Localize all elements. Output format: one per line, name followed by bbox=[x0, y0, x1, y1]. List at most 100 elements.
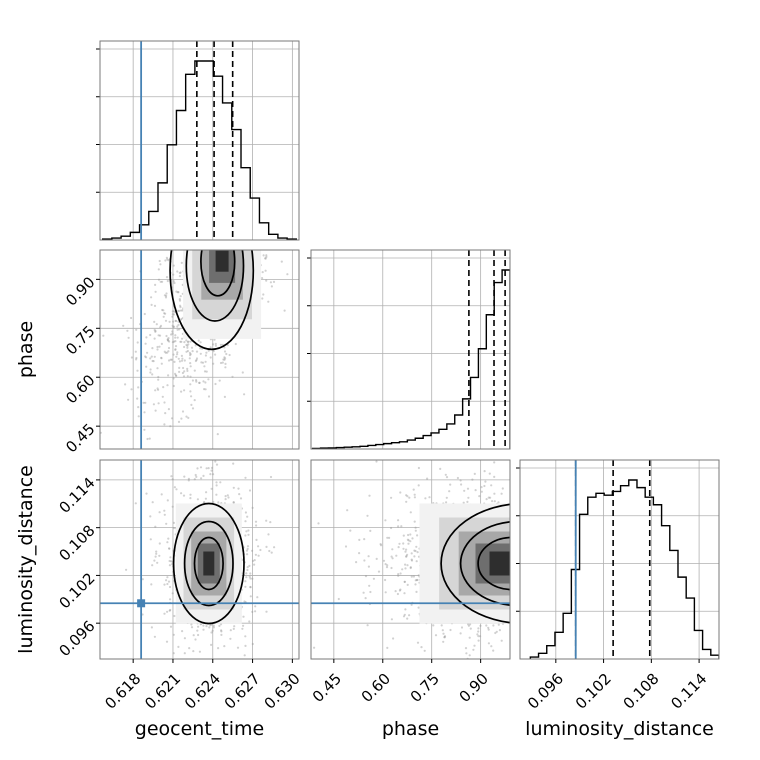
sample-point bbox=[186, 346, 189, 349]
sample-point bbox=[178, 328, 181, 331]
sample-point bbox=[163, 312, 166, 315]
sample-point bbox=[218, 624, 221, 628]
sample-point bbox=[164, 319, 168, 322]
sample-point bbox=[195, 475, 198, 478]
sample-point bbox=[185, 350, 188, 353]
sample-point bbox=[464, 647, 468, 650]
sample-point bbox=[268, 549, 271, 553]
sample-point bbox=[415, 578, 418, 582]
sample-point bbox=[158, 554, 161, 557]
sample-point bbox=[166, 582, 169, 586]
sample-point bbox=[209, 346, 212, 349]
sample-point bbox=[165, 579, 168, 582]
sample-point bbox=[205, 625, 208, 628]
sample-point bbox=[170, 560, 173, 563]
sample-point bbox=[189, 362, 192, 365]
sample-point bbox=[149, 515, 152, 518]
sample-point bbox=[154, 389, 157, 392]
sample-point bbox=[414, 529, 417, 532]
sample-point bbox=[344, 545, 348, 548]
sample-point bbox=[249, 572, 252, 575]
sample-point bbox=[257, 545, 260, 548]
sample-point bbox=[261, 297, 264, 300]
sample-point bbox=[405, 548, 408, 551]
sample-point bbox=[165, 640, 169, 643]
sample-point bbox=[160, 356, 163, 359]
sample-point bbox=[269, 475, 273, 479]
sample-point bbox=[386, 646, 389, 650]
sample-point bbox=[170, 333, 173, 336]
sample-point bbox=[157, 375, 160, 379]
sample-point bbox=[248, 620, 251, 623]
sample-point bbox=[182, 375, 186, 378]
sample-point bbox=[163, 401, 166, 404]
sample-point bbox=[247, 529, 250, 532]
sample-point bbox=[478, 495, 481, 498]
sample-point bbox=[203, 388, 206, 391]
sample-point bbox=[317, 522, 320, 525]
sample-point bbox=[232, 501, 235, 504]
sample-point bbox=[493, 475, 496, 478]
sample-point bbox=[313, 646, 316, 649]
sample-point bbox=[151, 501, 154, 504]
sample-point bbox=[468, 636, 471, 639]
sample-point bbox=[204, 381, 207, 384]
sample-point bbox=[160, 357, 163, 360]
sample-point bbox=[166, 384, 169, 387]
sample-point bbox=[154, 330, 157, 333]
sample-point bbox=[412, 488, 415, 491]
sample-point bbox=[466, 487, 470, 490]
x-tick-label: 0.618 bbox=[101, 670, 144, 713]
sample-point bbox=[214, 353, 217, 356]
sample-point bbox=[364, 597, 367, 600]
sample-point bbox=[153, 355, 156, 358]
sample-point bbox=[254, 553, 257, 556]
sample-point bbox=[161, 308, 164, 312]
sample-point bbox=[404, 563, 407, 566]
sample-point bbox=[141, 613, 144, 616]
sample-point bbox=[397, 519, 400, 522]
sample-point bbox=[391, 548, 394, 551]
sample-point bbox=[270, 285, 273, 288]
sample-point bbox=[405, 500, 408, 503]
sample-point bbox=[154, 329, 157, 333]
sample-point bbox=[223, 350, 227, 353]
sample-point bbox=[135, 356, 138, 360]
sample-point bbox=[169, 608, 172, 612]
sample-point bbox=[174, 348, 177, 351]
sample-point bbox=[178, 370, 181, 373]
sample-point bbox=[459, 632, 462, 635]
sample-point bbox=[214, 344, 217, 347]
sample-point bbox=[171, 505, 174, 508]
sample-point bbox=[149, 333, 152, 337]
sample-point bbox=[169, 556, 172, 559]
sample-point bbox=[193, 369, 196, 372]
sample-point bbox=[155, 323, 158, 326]
sample-point bbox=[149, 357, 152, 360]
sample-point bbox=[472, 648, 475, 651]
sample-point bbox=[180, 445, 182, 447]
sample-point bbox=[408, 496, 411, 499]
sample-point bbox=[402, 534, 405, 537]
sample-point bbox=[227, 496, 230, 499]
sample-point bbox=[466, 500, 469, 503]
sample-point bbox=[154, 555, 157, 558]
y-tick-label: 0.096 bbox=[55, 617, 98, 660]
sample-point bbox=[154, 283, 157, 286]
sample-point bbox=[191, 350, 194, 353]
sample-point bbox=[177, 323, 180, 326]
sample-point bbox=[269, 521, 272, 524]
sample-point bbox=[426, 477, 429, 480]
sample-point bbox=[198, 381, 201, 384]
sample-point bbox=[134, 350, 137, 353]
sample-point bbox=[126, 329, 129, 332]
sample-point bbox=[127, 336, 130, 339]
sample-point bbox=[172, 384, 175, 388]
sample-point bbox=[477, 630, 480, 633]
sample-point bbox=[372, 577, 375, 580]
sample-point bbox=[180, 417, 183, 420]
sample-point bbox=[399, 572, 402, 575]
sample-point bbox=[242, 615, 245, 618]
sample-point bbox=[428, 496, 431, 499]
